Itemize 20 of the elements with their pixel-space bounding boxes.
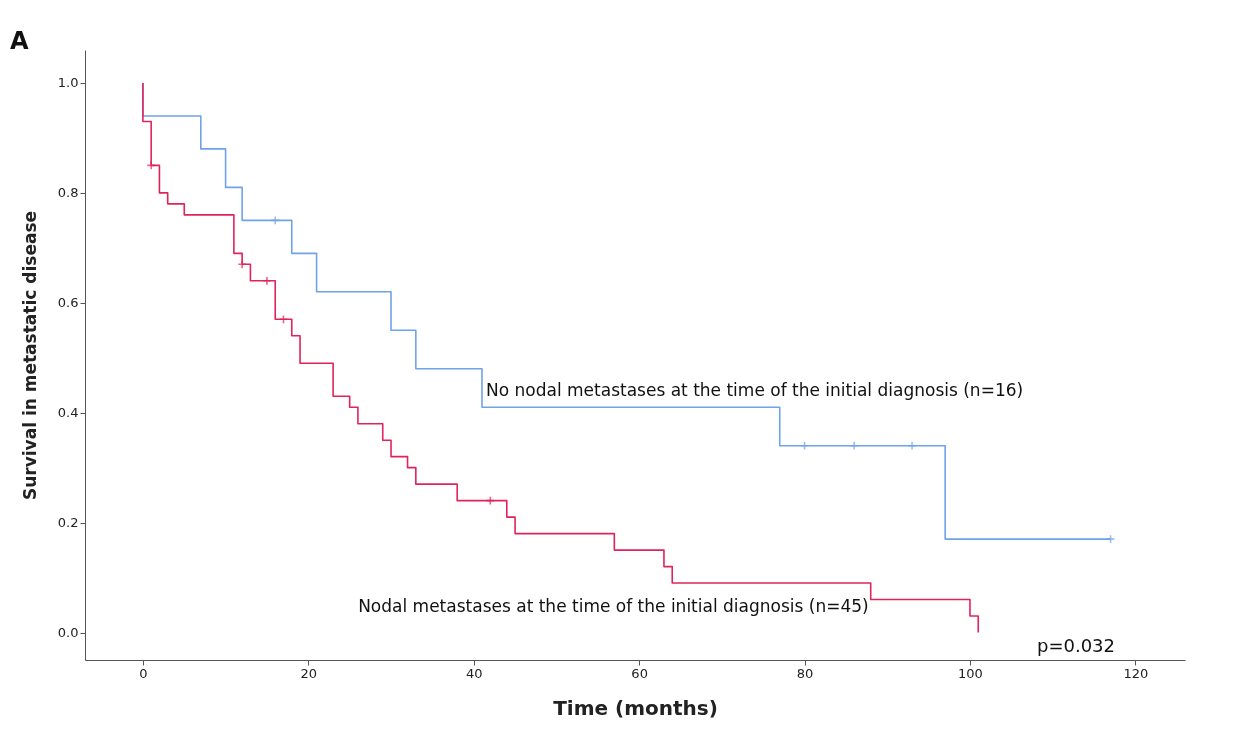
point — [262, 276, 272, 286]
y-tick-label: 1.0 — [57, 75, 79, 91]
y-tick-label: 0.2 — [57, 515, 79, 531]
y-tick-label: 0.8 — [57, 185, 79, 201]
y-tick-label: 0.0 — [57, 625, 79, 641]
x-tick-label: 80 — [796, 665, 814, 681]
y-tick-label: 0.4 — [57, 405, 79, 421]
y-tick-label: 0.6 — [57, 295, 79, 311]
x-axis-title: Time (months) — [553, 695, 718, 720]
x-tick-label: 100 — [958, 665, 983, 681]
series-label: Nodal metastases at the time of the initial diagnosis (n=45) — [358, 596, 869, 617]
x-tick-label: 120 — [1123, 665, 1149, 681]
x-tick-label: 0 — [139, 665, 148, 681]
x-tick-label: 60 — [631, 665, 648, 681]
text: A — [10, 27, 29, 55]
annotation: p=0.032 — [1036, 635, 1115, 656]
x-tick-label: 40 — [465, 665, 483, 681]
y-axis-title: Survival in metastatic disease — [19, 210, 40, 501]
x-tick-label: 20 — [300, 665, 318, 681]
series-label: No nodal metastases at the time of the initial diagnosis (n=16) — [485, 380, 1024, 401]
